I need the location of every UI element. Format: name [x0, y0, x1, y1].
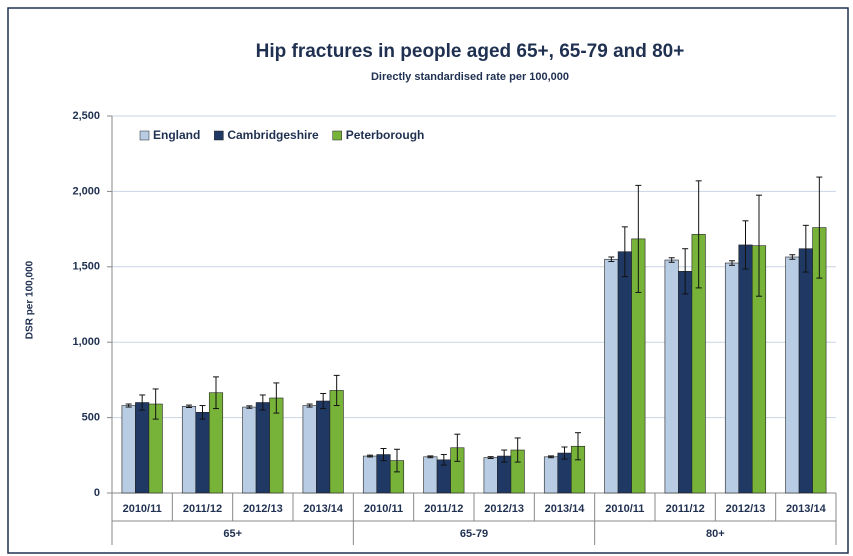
bar: [181, 405, 197, 494]
error-bar: [575, 432, 581, 461]
error-bar: [367, 454, 373, 458]
error-bar: [273, 382, 280, 414]
legend-swatch: [214, 130, 224, 141]
bar: [483, 457, 498, 494]
legend-label: England: [153, 128, 200, 142]
legend-swatch: [332, 130, 342, 141]
x-tick-label: 2011/12: [666, 503, 705, 515]
x-tick-label: 2012/13: [243, 503, 283, 515]
bar: [785, 256, 800, 494]
error-bar: [213, 376, 219, 410]
group-label: 65-79: [460, 528, 488, 540]
bar: [738, 244, 753, 494]
x-tick-label: 2010/11: [364, 503, 403, 515]
x-tick-label: 2012/13: [726, 503, 766, 515]
error-bar: [501, 449, 508, 463]
group-label: 65+: [223, 528, 242, 540]
bar: [798, 248, 813, 494]
x-tick-label: 2010/11: [605, 503, 644, 515]
error-bar: [454, 433, 461, 462]
bar: [195, 412, 210, 494]
error-bar: [199, 405, 206, 420]
error-bar: [487, 456, 494, 459]
error-bar: [816, 176, 823, 279]
x-tick-label: 2012/13: [484, 503, 524, 515]
error-bar: [789, 254, 796, 260]
y-tick-label: 500: [82, 412, 100, 424]
x-tick-label: 2011/12: [183, 503, 222, 515]
error-bar: [320, 392, 327, 410]
x-tick-label: 2011/12: [424, 503, 463, 515]
chart-title: Hip fractures in people aged 65+, 65-79 …: [256, 41, 685, 62]
error-bar: [125, 403, 132, 408]
error-bar: [729, 260, 735, 266]
error-bar: [440, 454, 447, 466]
error-bar: [306, 403, 313, 408]
error-bar: [756, 194, 762, 297]
x-tick-label: 2013/14: [303, 503, 344, 515]
error-bar: [333, 374, 340, 407]
bar: [255, 402, 270, 494]
bar: [617, 251, 632, 494]
bar: [242, 406, 257, 494]
y-tick-label: 1,500: [72, 261, 100, 273]
error-bar: [246, 405, 253, 409]
error-bar: [682, 248, 689, 295]
chart-subtitle: Directly standardised rate per 100,000: [371, 71, 569, 83]
error-bar: [186, 404, 192, 408]
legend-swatch: [139, 130, 150, 141]
bar: [316, 400, 331, 494]
bar: [423, 456, 438, 494]
legend-label: Peterborough: [346, 128, 425, 142]
error-bar: [802, 224, 809, 273]
bar: [664, 259, 679, 494]
error-bar: [608, 256, 615, 263]
error-bar: [259, 394, 266, 411]
error-bar: [394, 448, 400, 473]
bar: [121, 405, 136, 494]
bar: [724, 262, 740, 494]
error-bar: [695, 180, 702, 289]
bar: [362, 455, 378, 494]
error-bar: [139, 394, 146, 411]
bar: [543, 456, 559, 494]
bar: [604, 258, 619, 494]
y-tick-label: 1,000: [72, 336, 100, 348]
error-bar: [742, 220, 749, 270]
error-bar: [152, 388, 159, 420]
y-tick-label: 2,000: [72, 185, 100, 197]
bar: [135, 402, 150, 494]
x-tick-label: 2013/14: [545, 503, 586, 515]
error-bar: [427, 455, 434, 459]
x-tick-label: 2013/14: [786, 503, 827, 515]
bar: [302, 405, 317, 494]
error-bar: [548, 455, 554, 459]
y-tick-label: 2,500: [72, 110, 100, 122]
y-axis-label: DSR per 100,000: [25, 260, 36, 339]
error-bar: [635, 184, 642, 293]
y-tick-label: 0: [94, 487, 100, 499]
bar: [678, 271, 693, 494]
error-bar: [380, 448, 387, 462]
error-bar: [514, 437, 521, 463]
legend-label: Cambridgeshire: [227, 128, 319, 142]
error-bar: [668, 257, 675, 263]
error-bar: [621, 226, 628, 278]
x-tick-label: 2010/11: [123, 503, 162, 515]
error-bar: [561, 446, 568, 460]
group-label: 80+: [706, 528, 725, 540]
